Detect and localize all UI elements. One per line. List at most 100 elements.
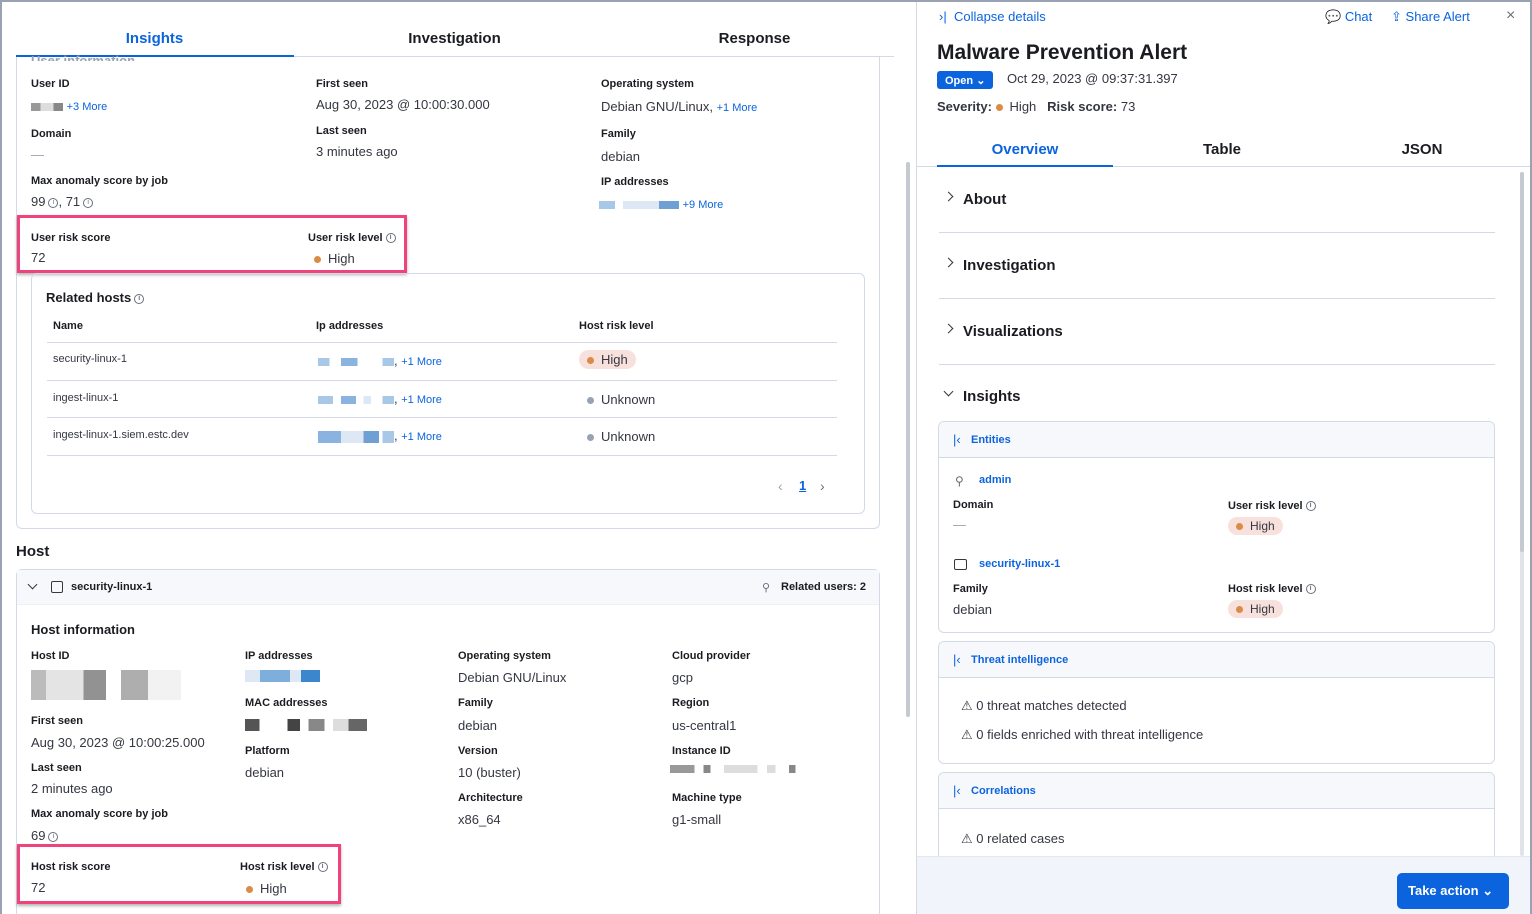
section-about[interactable]: About [939, 167, 1495, 233]
label-text: User risk level [308, 232, 383, 244]
section-visualizations[interactable]: Visualizations [939, 299, 1495, 365]
ip-more-link[interactable]: +1 More [401, 431, 442, 443]
section-insights[interactable]: Insights [939, 364, 1495, 430]
related-users-count[interactable]: Related users: 2 [781, 581, 866, 593]
tab-overview[interactable]: Overview [991, 141, 1059, 158]
host-family-value: debian [458, 718, 498, 733]
collapse-details-button[interactable]: ›| Collapse details [939, 9, 1046, 24]
severity-row: Severity: High Risk score: 73 [937, 99, 1135, 114]
level-text: High [601, 352, 628, 367]
machine-value: g1-small [672, 812, 722, 827]
threat-intel-title[interactable]: Threat intelligence [971, 654, 1069, 666]
threat-item: ⚠ 0 threat matches detected [961, 698, 1127, 714]
column-header-ip[interactable]: Ip addresses [316, 320, 384, 332]
ip-value: +9 More [599, 196, 723, 211]
status-dropdown[interactable]: Open ⌄ [937, 71, 994, 89]
info-icon[interactable]: i [134, 293, 145, 304]
host-info-title: Host information [31, 622, 135, 637]
version-value: 10 (buster) [458, 765, 521, 780]
severity-value: High [1009, 99, 1037, 114]
info-icon[interactable]: i [48, 831, 59, 842]
correlations-header[interactable]: |‹ Correlations [939, 773, 1494, 809]
scrollbar[interactable] [906, 162, 910, 717]
last-seen-value: 3 minutes ago [316, 144, 398, 159]
tab-divider [917, 166, 1531, 167]
level-text: High [260, 881, 287, 896]
section-investigation[interactable]: Investigation [939, 233, 1495, 299]
arch-label: Architecture [458, 792, 523, 804]
ip-more-link[interactable]: +1 More [401, 356, 442, 368]
entities-header[interactable]: |‹ Entities [939, 422, 1494, 458]
chevron-down-icon: ⌄ [1482, 883, 1494, 898]
tab-insights[interactable]: Insights [125, 30, 184, 47]
info-icon[interactable]: i [317, 862, 328, 873]
prev-page-icon[interactable]: ‹ [778, 478, 783, 494]
next-page-icon[interactable]: › [820, 478, 825, 494]
user-icon: ⚲ [955, 474, 964, 488]
info-icon[interactable]: i [385, 233, 396, 244]
ip-more-link[interactable]: +1 More [401, 394, 442, 406]
os-more-link[interactable]: +1 More [716, 102, 758, 114]
chevron-right-icon [943, 323, 954, 334]
scrollbar[interactable] [1520, 172, 1524, 856]
risk-score-label: Risk score: [1047, 99, 1118, 114]
instance-label: Instance ID [672, 745, 731, 757]
tab-investigation[interactable]: Investigation [408, 30, 501, 47]
take-action-text: Take action [1408, 883, 1479, 898]
info-icon[interactable]: i [1305, 584, 1316, 595]
host-id-redacted [31, 670, 181, 700]
host-risk-level-label: Host risk level i [240, 861, 328, 873]
host-last-seen-label: Last seen [31, 762, 82, 774]
page-1-button[interactable]: 1 [799, 478, 807, 493]
chevron-down-icon [943, 386, 954, 397]
threat-intel-panel: |‹ Threat intelligence ⚠ 0 threat matches… [938, 641, 1495, 764]
chevron-right-icon [943, 191, 954, 202]
user-risk-level-label: User risk level i [1228, 500, 1316, 512]
tab-response[interactable]: Response [718, 30, 791, 47]
info-icon[interactable]: i [48, 197, 59, 208]
status-text: Open [945, 75, 974, 87]
domain-label: Domain [31, 128, 72, 140]
alert-flyout: ›| Collapse details 💬 Chat ⇪ Share Alert… [916, 2, 1531, 914]
column-header-name[interactable]: Name [53, 320, 83, 332]
share-icon: ⇪ [1391, 9, 1402, 24]
entities-title[interactable]: Entities [971, 434, 1011, 446]
column-header-risk[interactable]: Host risk level [579, 320, 654, 332]
chevron-right-icon [943, 257, 954, 268]
correlation-item: ⚠ 0 related cases [961, 831, 1064, 847]
server-icon [51, 581, 63, 593]
tab-json[interactable]: JSON [1401, 141, 1443, 158]
warning-icon: ⚠ [961, 831, 973, 846]
ip-more-link[interactable]: +9 More [682, 199, 724, 211]
chat-button[interactable]: 💬 Chat [1325, 9, 1372, 25]
user-entity-link[interactable]: admin [979, 474, 1012, 486]
risk-cell: Unknown [587, 429, 655, 444]
host-risk-score-value: 72 [31, 880, 46, 895]
expand-left-icon: |‹ [953, 432, 961, 447]
cloud-value: gcp [672, 670, 693, 685]
last-seen-label: Last seen [316, 125, 367, 137]
user-id-more-link[interactable]: +3 More [66, 101, 108, 113]
close-icon[interactable]: × [1506, 7, 1516, 24]
risk-cell: Unknown [587, 392, 655, 407]
host-entity-link[interactable]: security-linux-1 [979, 558, 1061, 570]
take-action-button[interactable]: Take action ⌄ [1397, 873, 1509, 909]
tab-table[interactable]: Table [1202, 141, 1242, 158]
user-risk-level-badge: High [1228, 517, 1283, 535]
host-name-cell[interactable]: ingest-linux-1 [53, 392, 119, 404]
host-last-seen-value: 2 minutes ago [31, 781, 113, 796]
related-hosts-card [31, 273, 865, 514]
info-icon[interactable]: i [83, 197, 94, 208]
share-alert-button[interactable]: ⇪ Share Alert [1391, 9, 1470, 25]
collapse-text: Collapse details [953, 9, 1046, 24]
host-anomaly-value: 69 i [31, 828, 59, 843]
info-icon[interactable]: i [1305, 501, 1316, 512]
host-id-label: Host ID [31, 650, 70, 662]
correlations-title[interactable]: Correlations [971, 785, 1036, 797]
host-accordion-header[interactable]: security-linux-1 ⚲ Related users: 2 [17, 570, 879, 605]
host-name-cell[interactable]: security-linux-1 [53, 353, 127, 365]
share-text: Share Alert [1405, 9, 1470, 24]
chevron-down-icon[interactable] [27, 579, 38, 590]
threat-intel-header[interactable]: |‹ Threat intelligence [939, 642, 1494, 678]
host-name-cell[interactable]: ingest-linux-1.siem.estc.dev [53, 429, 189, 441]
